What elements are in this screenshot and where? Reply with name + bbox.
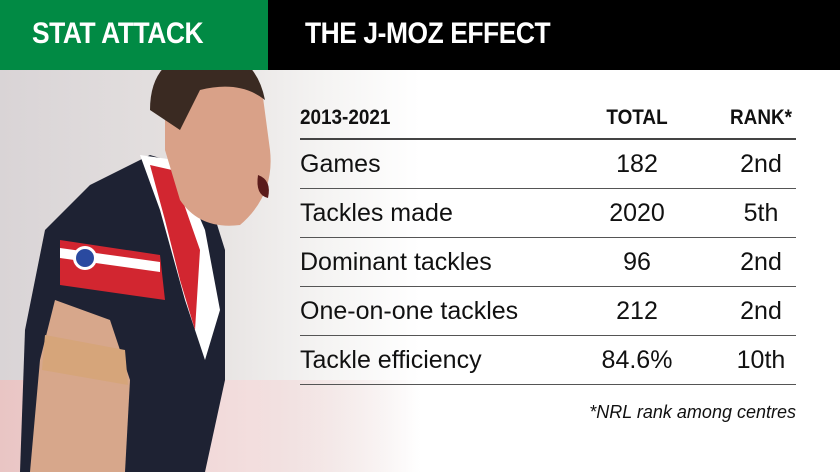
player-photo bbox=[20, 50, 271, 472]
table-row: Tackle efficiency 84.6% 10th bbox=[300, 336, 796, 385]
stat-total: 212 bbox=[616, 297, 658, 325]
stat-total: 182 bbox=[616, 150, 658, 178]
stat-name: Dominant tackles bbox=[300, 248, 492, 276]
stat-name: One-on-one tackles bbox=[300, 297, 519, 325]
stat-total: 96 bbox=[623, 248, 651, 276]
stat-rank: 2nd bbox=[740, 248, 782, 276]
stat-rank: 2nd bbox=[740, 297, 782, 325]
title-banner: THE J-MOZ EFFECT bbox=[268, 0, 840, 70]
table-row: Dominant tackles 96 2nd bbox=[300, 238, 796, 287]
table-row: One-on-one tackles 212 2nd bbox=[300, 287, 796, 336]
stat-rank: 2nd bbox=[740, 150, 782, 178]
stat-name: Tackles made bbox=[300, 199, 453, 227]
rank-header: RANK* bbox=[730, 106, 792, 129]
period-header: 2013-2021 bbox=[300, 106, 391, 129]
page-title: THE J-MOZ EFFECT bbox=[305, 17, 551, 50]
table-header: 2013-2021 TOTAL RANK* bbox=[300, 100, 796, 140]
footnote: *NRL rank among centres bbox=[589, 402, 796, 422]
stat-total: 2020 bbox=[609, 199, 665, 227]
total-header: TOTAL bbox=[606, 106, 668, 129]
stat-name: Games bbox=[300, 150, 381, 178]
stat-total: 84.6% bbox=[601, 346, 673, 374]
section-label: STAT ATTACK bbox=[32, 17, 204, 50]
table-row: Games 182 2nd bbox=[300, 140, 796, 189]
stat-rank: 5th bbox=[743, 199, 779, 227]
table-row: Tackles made 2020 5th bbox=[300, 189, 796, 238]
stats-table: 2013-2021 TOTAL RANK* Games 182 2nd Tack… bbox=[300, 100, 796, 385]
stat-name: Tackle efficiency bbox=[300, 346, 482, 374]
section-banner: STAT ATTACK bbox=[0, 0, 268, 70]
stat-rank: 10th bbox=[736, 346, 786, 374]
